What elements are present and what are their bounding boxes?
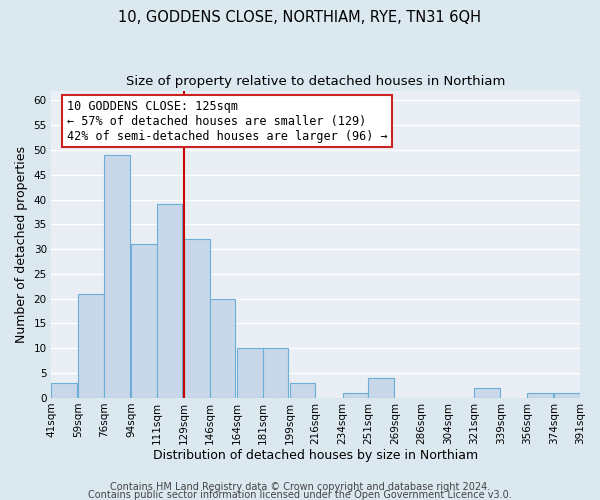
Title: Size of property relative to detached houses in Northiam: Size of property relative to detached ho… [126,75,505,88]
Text: Contains public sector information licensed under the Open Government Licence v3: Contains public sector information licen… [88,490,512,500]
X-axis label: Distribution of detached houses by size in Northiam: Distribution of detached houses by size … [153,450,478,462]
Bar [527,392,553,398]
Bar [78,294,104,398]
Bar [368,378,394,398]
Text: Contains HM Land Registry data © Crown copyright and database right 2024.: Contains HM Land Registry data © Crown c… [110,482,490,492]
Bar [104,155,130,398]
Bar [51,383,77,398]
Bar [290,383,316,398]
Bar [474,388,500,398]
Y-axis label: Number of detached properties: Number of detached properties [15,146,28,342]
Bar [184,239,209,398]
Bar [131,244,157,398]
Text: 10 GODDENS CLOSE: 125sqm
← 57% of detached houses are smaller (129)
42% of semi-: 10 GODDENS CLOSE: 125sqm ← 57% of detach… [67,100,388,143]
Bar [209,298,235,398]
Text: 10, GODDENS CLOSE, NORTHIAM, RYE, TN31 6QH: 10, GODDENS CLOSE, NORTHIAM, RYE, TN31 6… [119,10,482,25]
Bar [237,348,263,398]
Bar [263,348,288,398]
Bar [157,204,182,398]
Bar [343,392,368,398]
Bar [554,392,580,398]
